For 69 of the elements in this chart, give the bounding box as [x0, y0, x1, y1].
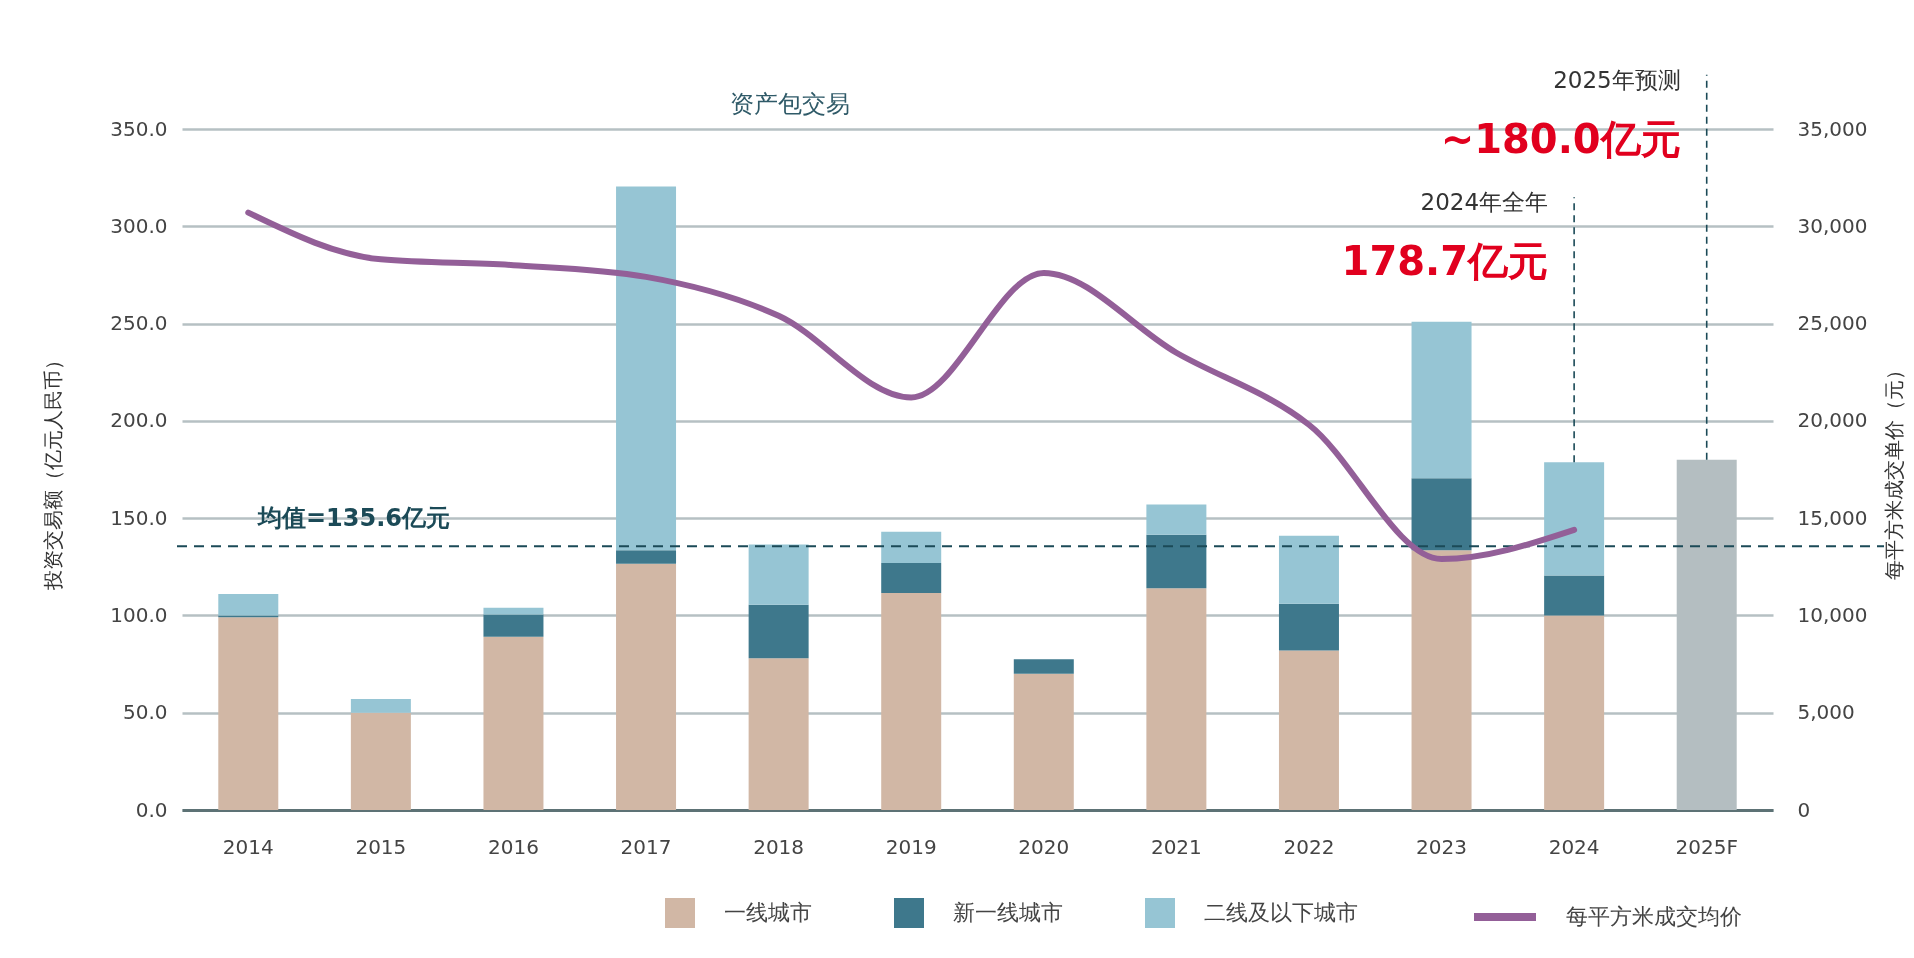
x-tick-label: 2014 [222, 834, 274, 859]
legend-label: 新一线城市 [953, 900, 1063, 925]
y-tick-label: 250.0 [110, 311, 168, 336]
y2-tick-label: 25,000 [1797, 311, 1868, 336]
y2-tick-label: 20,000 [1797, 408, 1868, 433]
bar [483, 614, 544, 637]
x-tick-label: 2022 [1283, 834, 1335, 859]
bar [350, 712, 411, 810]
bar [1278, 603, 1339, 651]
y-tick-label: 350.0 [110, 116, 168, 141]
x-tick-label: 2018 [753, 834, 805, 859]
bar [1146, 588, 1207, 810]
x-tick-label: 2023 [1416, 834, 1467, 859]
bar [1278, 535, 1339, 604]
annotation: 2024年全年 [1420, 189, 1549, 216]
bar [1544, 615, 1605, 810]
x-tick-label: 2020 [1018, 834, 1070, 859]
bar [1146, 504, 1207, 535]
legend-label: 每平方米成交均价 [1566, 904, 1742, 929]
y-tick-label: 50.0 [122, 700, 168, 725]
y-axis-title: 投资交易额（亿元人民币） [41, 350, 66, 591]
bar [881, 531, 942, 563]
x-tick-label: 2016 [488, 834, 539, 859]
bar [1278, 650, 1339, 810]
bar [748, 544, 809, 605]
bar [1013, 673, 1074, 810]
bar [218, 594, 279, 616]
y2-axis-title: 每平方米成交单价（元） [1881, 360, 1906, 580]
y2-tick-label: 30,000 [1797, 213, 1868, 238]
x-tick-label: 2019 [885, 834, 937, 859]
y-tick-label: 200.0 [110, 408, 168, 433]
y-tick-label: 300.0 [110, 213, 168, 238]
y2-tick-label: 5,000 [1797, 700, 1855, 725]
bar [1146, 534, 1207, 589]
bar [483, 636, 544, 810]
legend-label: 一线城市 [724, 900, 812, 925]
x-tick-label: 2017 [620, 834, 672, 859]
y2-tick-label: 10,000 [1797, 602, 1868, 627]
y-tick-label: 150.0 [110, 505, 168, 530]
x-tick-label: 2024 [1548, 834, 1600, 859]
y2-tick-label: 0 [1797, 797, 1811, 822]
text: 资产包交易 [730, 90, 850, 118]
ref-line-label: 均值=135.6亿元 [256, 504, 451, 533]
annotation: 2025年预测 [1553, 66, 1681, 93]
annotation: ~180.0亿元 [1440, 115, 1681, 162]
bar [748, 604, 809, 659]
y2-tick-label: 35,000 [1797, 116, 1868, 141]
x-tick-label: 2021 [1150, 834, 1202, 859]
bar [616, 563, 677, 810]
bar [881, 593, 942, 810]
x-tick-label: 2025F [1675, 834, 1738, 859]
bar [616, 550, 677, 564]
bar [350, 699, 411, 713]
legend-label: 二线及以下城市 [1204, 900, 1358, 925]
bar [218, 617, 279, 810]
y-tick-label: 0.0 [135, 797, 168, 822]
bar [1411, 550, 1472, 810]
bar [748, 658, 809, 810]
bar [1544, 575, 1605, 616]
bar [1544, 462, 1605, 576]
y-tick-label: 100.0 [110, 602, 168, 627]
bar [881, 562, 942, 594]
annotation: 178.7亿元 [1341, 238, 1549, 285]
bar [1411, 321, 1472, 479]
bar [1411, 478, 1472, 551]
bar [1013, 659, 1074, 674]
bar [616, 186, 677, 551]
x-tick-label: 2015 [355, 834, 407, 859]
y2-tick-label: 15,000 [1797, 505, 1868, 530]
